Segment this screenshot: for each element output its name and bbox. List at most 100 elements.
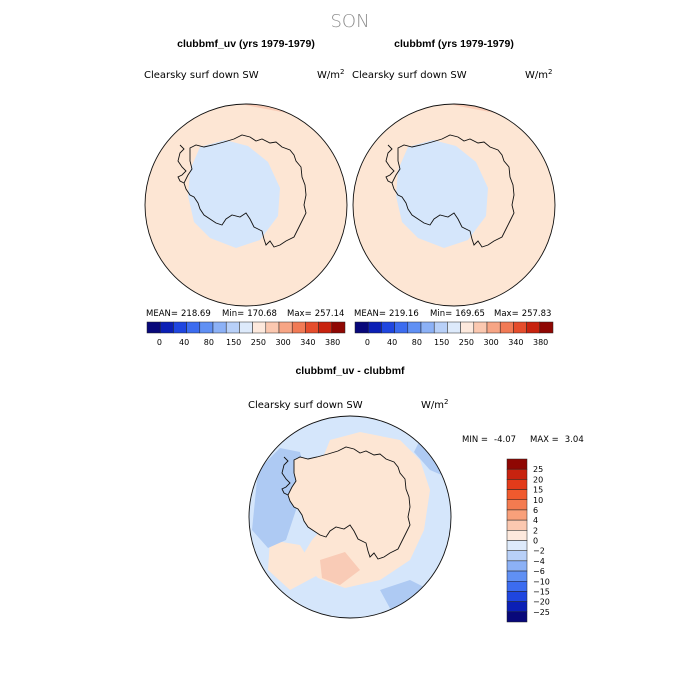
- panel-2-colorbar-tick-label: 0: [365, 338, 370, 347]
- panel-3-colorbar-cell: [506, 489, 528, 500]
- panel-3-colorbar-tick-label: 0: [533, 537, 538, 546]
- panel-2-colorbar-cell: [420, 321, 435, 334]
- panel-2-title: clubbmf (yrs 1979-1979): [394, 38, 514, 50]
- panel-2-colorbar-tick-label: 40: [387, 338, 397, 347]
- panel-1-colorbar-tick-label: 0: [157, 338, 162, 347]
- panel-2-colorbar-cell: [473, 321, 488, 334]
- panel-1-colorbar-tick-label: 40: [179, 338, 189, 347]
- panel-1-colorbar-cell: [252, 321, 267, 334]
- panel-3-colorbar-cell: [506, 499, 528, 511]
- panel-3-colorbar-tick-label: 4: [533, 516, 538, 525]
- panel-1-colorbar-cell: [239, 321, 253, 334]
- panel-2-colorbar-tick-label: 380: [533, 338, 548, 347]
- panel-3-variable-label: Clearsky surf down SW: [248, 400, 363, 411]
- panel-2-colorbar-cell: [354, 321, 369, 334]
- panel-2-map-border: [352, 103, 556, 307]
- panel-1-map: [145, 104, 347, 306]
- panel-3-positive-region-west: [268, 540, 318, 590]
- panel-3-colorbar-cell: [506, 468, 528, 480]
- panel-1-colorbar-cell: [291, 321, 306, 334]
- panel-1-colorbar-tick-label: 150: [226, 338, 241, 347]
- panel-2-colorbar-cell: [513, 321, 527, 334]
- panel-1-colorbar-tick-label: 380: [325, 338, 340, 347]
- panel-3-colorbar-tick-label: −25: [533, 608, 550, 617]
- panel-2-colorbar-tick-label: 150: [434, 338, 449, 347]
- panel-1: clubbmf_uv (yrs 1979-1979) Clearsky surf…: [144, 38, 348, 347]
- panel-3-colorbar-cell: [506, 519, 528, 531]
- panel-1-colorbar-cell: [159, 321, 174, 334]
- panel-2-stats: MEAN= 219.16 Min= 169.65 Max= 257.83: [354, 309, 551, 319]
- panel-1-colorbar-cell: [265, 321, 280, 334]
- panel-3-colorbar-tick-label: −2: [533, 547, 545, 556]
- panel-3-colorbar-cell: [506, 458, 528, 470]
- panel-1-low-region: [188, 140, 280, 248]
- panel-2-map: [353, 104, 555, 306]
- panel-3-colorbar-cell: [506, 509, 528, 521]
- panel-1-map-border: [144, 103, 348, 307]
- panel-3-map-border: [248, 415, 452, 619]
- panel-2-max-text: Max= 257.83: [494, 309, 551, 319]
- panel-1-max-text: Max= 257.14: [287, 309, 344, 319]
- panel-1-stats: MEAN= 218.69 Min= 170.68 Max= 257.14: [146, 309, 344, 319]
- panel-2-colorbar-cell: [486, 321, 501, 334]
- panel-3-colorbar-tick-label: 15: [533, 486, 543, 495]
- panel-1-colorbar: 0 40 80 150 250 300 340 380: [146, 321, 346, 347]
- panel-2-colorbar-tick-label: 340: [508, 338, 523, 347]
- panel-1-title: clubbmf_uv (yrs 1979-1979): [177, 38, 315, 50]
- panel-2-colorbar-cell: [447, 321, 461, 334]
- panel-1-colorbar-cell: [331, 321, 346, 334]
- panel-3-title: clubbmf_uv - clubbmf: [295, 365, 405, 377]
- panel-3-positive-patch: [320, 552, 360, 585]
- panel-1-colorbar-cell: [305, 321, 319, 334]
- panel-3-colorbar-tick-label: −15: [533, 587, 550, 596]
- panel-2-colorbar: 0 40 80 150 250 300 340 380: [354, 321, 554, 347]
- panel-1-variable-label: Clearsky surf down SW: [144, 70, 259, 81]
- panel-3-colorbar-cell: [506, 601, 528, 613]
- panel-1-colorbar-cell: [318, 321, 333, 334]
- panel-1-colorbar-tick-label: 250: [251, 338, 266, 347]
- panel-1-colorbar-cell: [146, 321, 161, 334]
- panel-3-stats: MIN = -4.07 MAX = 3.04: [462, 435, 584, 445]
- panel-1-colorbar-tick-label: 80: [204, 338, 214, 347]
- panel-1-colorbar-cell: [212, 321, 227, 334]
- panel-2-colorbar-cell: [433, 321, 448, 334]
- panel-1-colorbar-tick-label: 340: [300, 338, 315, 347]
- panel-1-colorbar-cell: [173, 321, 187, 334]
- panel-3-units-label: W/m2: [421, 398, 448, 411]
- panel-2-colorbar-cell: [381, 321, 395, 334]
- panel-3-negative-region-northeast: [414, 440, 444, 476]
- panel-1-colorbar-cell: [186, 321, 201, 334]
- panel-2-min-text: Min= 169.65: [430, 309, 485, 319]
- panel-2: clubbmf (yrs 1979-1979) Clearsky surf do…: [352, 38, 556, 347]
- panel-3-colorbar-tick-label: −10: [533, 577, 550, 586]
- panel-3-max-text: MAX = 3.04: [530, 435, 584, 445]
- panel-1-colorbar-cell: [225, 321, 240, 334]
- panel-2-colorbar-cell: [407, 321, 422, 334]
- panel-3-colorbar-tick-label: 2: [533, 526, 538, 535]
- panel-3-map: [249, 416, 451, 618]
- panel-2-colorbar-cell: [460, 321, 475, 334]
- panel-3-colorbar-cell: [506, 530, 528, 541]
- panel-3-colorbar-tick-label: −20: [533, 598, 550, 607]
- panel-3: clubbmf_uv - clubbmf Clearsky surf down …: [248, 365, 584, 623]
- panel-3-colorbar-cell: [506, 479, 528, 490]
- panel-1-min-text: Min= 170.68: [222, 309, 277, 319]
- panel-2-colorbar-cell: [526, 321, 541, 334]
- panel-2-colorbar-tick-label: 300: [483, 338, 498, 347]
- panel-1-mean-text: MEAN= 218.69: [146, 309, 211, 319]
- panel-1-units-label: W/m2: [317, 68, 344, 81]
- panel-3-colorbar-tick-label: 20: [533, 475, 543, 484]
- panel-2-colorbar-cell: [394, 321, 409, 334]
- panel-2-colorbar-tick-label: 250: [459, 338, 474, 347]
- panel-3-negative-region-west: [252, 448, 306, 548]
- panel-3-colorbar-cell: [506, 611, 528, 623]
- panel-3-colorbar-cell: [506, 581, 528, 592]
- panel-2-colorbar-cell: [539, 321, 554, 334]
- panel-3-min-text: MIN = -4.07: [462, 435, 516, 445]
- panel-2-units-label: W/m2: [525, 68, 552, 81]
- panel-3-colorbar-tick-label: 25: [533, 465, 543, 474]
- panel-3-colorbar-tick-label: −4: [533, 557, 545, 566]
- panel-2-colorbar-cell: [499, 321, 514, 334]
